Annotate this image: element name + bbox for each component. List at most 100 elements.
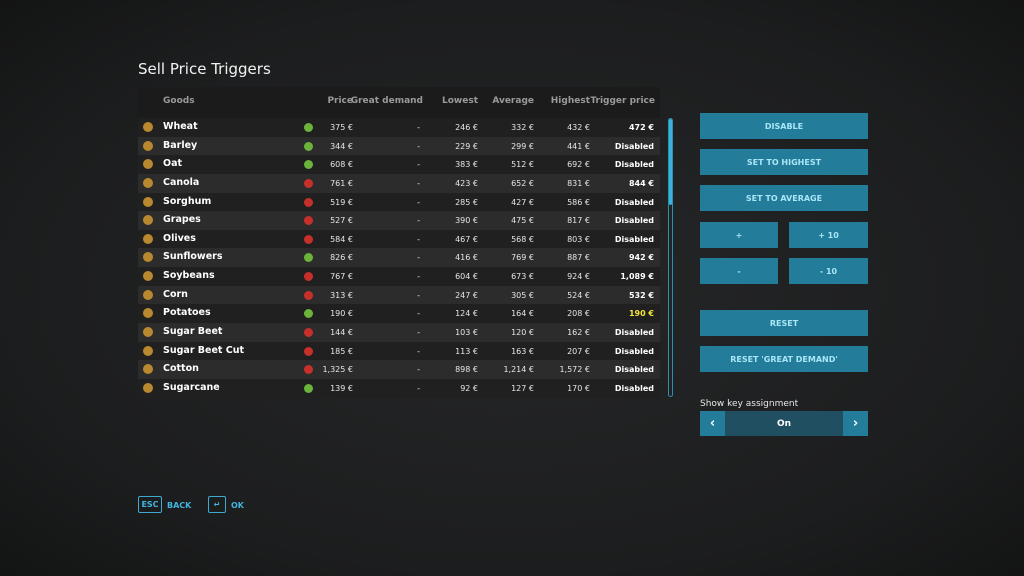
column-header: Great demand [350,96,423,106]
price-cell: 767 € [330,272,353,282]
key-hint[interactable]: ↵ [208,496,226,513]
table-row[interactable] [138,360,660,379]
goods-name: Olives [163,232,196,244]
average-cell: 652 € [511,178,534,188]
price-cell: 519 € [330,197,353,207]
button[interactable]: + 10 [789,222,868,248]
highest-cell: 586 € [567,197,590,207]
great-demand-cell: - [417,216,420,226]
average-cell: 163 € [511,346,534,356]
average-cell: 305 € [511,290,534,300]
button[interactable]: - [700,258,778,284]
great-demand-cell: - [417,290,420,300]
price-cell: 1,325 € [322,365,353,375]
footer-action[interactable]: BACK [167,501,192,510]
goods-icon [143,308,153,319]
goods-icon [143,196,153,207]
goods-name: Oat [163,158,183,170]
table-row[interactable] [138,323,660,342]
footer-action[interactable]: OK [231,501,244,510]
goods-icon [143,215,153,226]
highest-cell: 831 € [567,178,590,188]
average-cell: 164 € [511,309,534,319]
trigger-price-cell: Disabled [614,328,654,338]
button[interactable]: SET TO AVERAGE [700,185,868,211]
trend-icon [304,141,313,151]
table-row[interactable] [138,155,660,174]
lowest-cell: 416 € [455,253,478,263]
goods-name: Sorghum [163,195,212,207]
price-cell: 139 € [330,383,353,393]
goods-icon [143,271,153,282]
highest-cell: 432 € [567,123,590,132]
highest-cell: 162 € [567,328,590,338]
goods-name: Potatoes [163,307,211,319]
goods-icon [143,177,153,188]
button[interactable]: SET TO HIGHEST [700,149,868,175]
table-row[interactable] [138,211,660,230]
highest-cell: 524 € [567,290,590,300]
table-row[interactable] [138,341,660,361]
lowest-cell: 247 € [455,290,478,300]
goods-name: Cotton [163,363,199,375]
trigger-price-cell: Disabled [614,346,654,356]
table-row[interactable] [138,173,660,193]
highest-cell: 441 € [567,141,590,151]
table-row[interactable] [138,267,660,286]
button[interactable]: + [700,222,778,248]
trigger-price-cell: Disabled [614,365,654,375]
great-demand-cell: - [417,234,420,244]
selector-left[interactable]: ‹ [700,411,725,436]
goods-icon [143,252,153,263]
button[interactable]: DISABLE [700,113,868,139]
column-header: Lowest [442,96,478,106]
trend-icon [304,272,313,282]
table-row[interactable] [138,118,660,137]
table-row[interactable] [138,378,660,398]
highest-cell: 924 € [567,272,590,282]
screen-title: Sell Price Triggers [138,60,271,78]
table-row[interactable] [138,304,660,324]
average-cell: 127 € [511,383,534,393]
goods-icon [143,364,153,375]
trigger-price-cell: Disabled [614,216,654,226]
goods-icon [143,140,153,151]
table-row[interactable] [138,248,660,268]
scrollbar[interactable] [668,118,673,397]
goods-name: Sugar Beet [163,326,223,338]
goods-name: Sunflowers [163,251,223,263]
trend-icon [304,383,313,393]
highest-cell: 170 € [567,383,590,393]
button[interactable]: RESET 'GREAT DEMAND' [700,346,868,372]
table-row[interactable] [138,229,660,249]
trend-icon [304,328,313,338]
goods-name: Sugarcane [163,381,220,393]
button[interactable]: RESET [700,310,868,336]
selector-value[interactable]: On [725,411,843,436]
goods-icon [143,345,153,356]
average-cell: 120 € [511,328,534,338]
selector-right[interactable]: › [843,411,868,436]
table-row[interactable] [138,136,660,156]
lowest-cell: 604 € [455,272,478,282]
key-hint[interactable]: ESC [138,496,162,513]
table-row[interactable] [138,192,660,212]
average-cell: 1,214 € [503,365,534,375]
button[interactable]: - 10 [789,258,868,284]
lowest-cell: 113 € [455,346,478,356]
goods-icon [143,159,153,170]
trend-icon [304,346,313,356]
goods-icon [143,289,153,300]
average-cell: 512 € [511,160,534,170]
lowest-cell: 124 € [455,309,478,319]
lowest-cell: 383 € [455,160,478,170]
average-cell: 673 € [511,272,534,282]
table-row[interactable] [138,285,660,305]
column-header: Trigger price [590,96,655,106]
scrollbar-thumb[interactable] [669,119,672,205]
trend-icon [304,290,313,300]
goods-name: Grapes [163,214,201,226]
column-header: Highest [550,96,590,106]
great-demand-cell: - [417,365,420,375]
trend-icon [304,123,313,132]
